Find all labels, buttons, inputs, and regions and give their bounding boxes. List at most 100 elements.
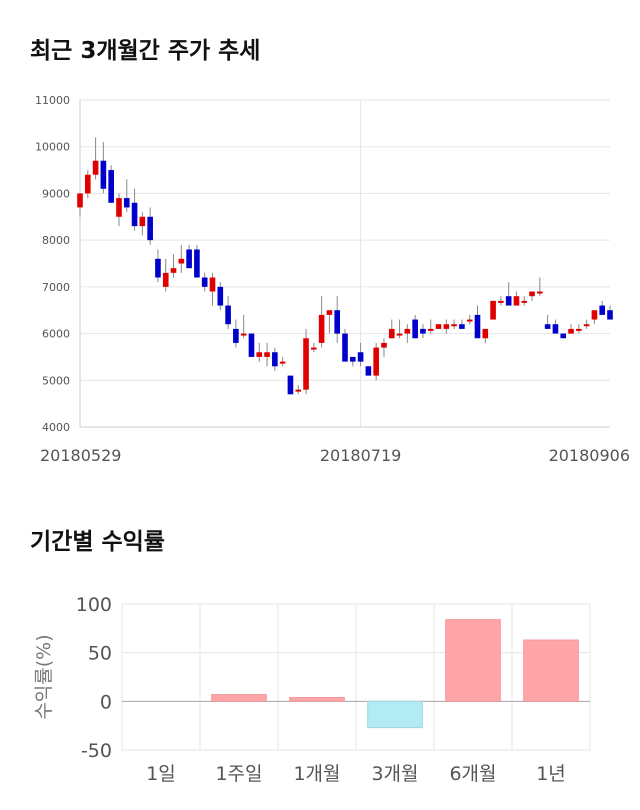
candle-body — [233, 328, 239, 343]
y-tick-label: 10000 — [35, 141, 70, 154]
candle-body — [443, 324, 450, 329]
candle-body — [552, 324, 559, 334]
x-tick-label: 1일 — [146, 763, 176, 785]
returns-bar-chart: -50 0 50 100 수익률(%) 1일 1주일 1개월 3개월 6개월 1년 — [33, 594, 591, 785]
candle-body — [116, 198, 122, 217]
candle-body — [334, 310, 341, 334]
candle-body — [108, 170, 114, 203]
candle-body — [427, 328, 434, 331]
candle-body — [217, 286, 224, 306]
candle-body — [529, 291, 535, 297]
candle-body — [505, 296, 512, 306]
candle-body — [303, 338, 309, 390]
candle-body — [544, 324, 551, 329]
candle-body — [77, 193, 83, 208]
candle-body — [498, 300, 504, 303]
candle-body — [381, 342, 387, 348]
x-tick-label: 20180529 — [40, 446, 121, 465]
candle-body — [225, 305, 231, 325]
x-tick-label: 1주일 — [215, 763, 262, 785]
candle-body — [186, 249, 192, 269]
return-bar — [367, 700, 423, 729]
candle-body — [170, 268, 177, 273]
candle-body — [396, 333, 403, 336]
x-tick-label: 1개월 — [293, 763, 340, 785]
y-axis-label: 수익률(%) — [33, 634, 55, 719]
y-tick-label: 8000 — [42, 234, 70, 247]
candlestick-chart: 4000 5000 6000 7000 8000 9000 10000 11000 201805… — [35, 94, 630, 465]
candle-body — [279, 361, 286, 364]
return-bar — [211, 694, 267, 702]
candle-body — [490, 300, 496, 320]
candle-body — [139, 216, 146, 227]
candle-body — [256, 352, 263, 357]
candle-body — [240, 333, 247, 336]
candle-body — [295, 389, 302, 392]
candle-body — [326, 310, 333, 315]
candle-body — [513, 296, 520, 306]
candle-body — [178, 258, 185, 264]
candle-body — [131, 202, 138, 227]
candle-body — [155, 258, 161, 278]
y-tick-label: 7000 — [42, 281, 70, 294]
y-tick-label: 0 — [100, 691, 112, 713]
returns-title: 기간별 수익률 — [30, 529, 165, 555]
y-tick-label: 100 — [76, 594, 112, 616]
candle-body — [482, 328, 489, 339]
candle-body — [583, 324, 590, 327]
x-tick-label: 1년 — [536, 763, 566, 785]
candle-body — [311, 347, 317, 350]
candle-body — [318, 314, 325, 343]
candle-body — [435, 324, 442, 329]
x-tick-label: 6개월 — [449, 763, 496, 785]
y-tick-label: 9000 — [42, 187, 70, 200]
candle-body — [287, 375, 294, 395]
candle-body — [388, 328, 395, 339]
candle-body — [459, 324, 465, 329]
candle-body — [599, 305, 606, 315]
candle-body — [123, 198, 130, 208]
candle-body — [194, 249, 200, 278]
candle-body — [607, 310, 613, 320]
candle-body — [209, 277, 216, 292]
candle-body — [201, 277, 208, 287]
candle-body — [264, 352, 270, 357]
return-bar — [289, 696, 345, 702]
x-tick-label: 20180906 — [549, 446, 630, 465]
candle-body — [84, 174, 91, 194]
y-tick-label: 5000 — [42, 374, 70, 387]
candle-body — [521, 300, 528, 303]
y-tick-label: 50 — [88, 643, 112, 665]
candle-body — [357, 352, 364, 362]
candle-body — [342, 333, 348, 362]
candle-body — [404, 328, 411, 334]
y-tick-label: 4000 — [42, 421, 70, 434]
candle-body — [560, 333, 567, 339]
return-bar — [523, 639, 579, 702]
x-tick-label: 20180719 — [320, 446, 401, 465]
candle-body — [466, 319, 473, 322]
candle-body — [162, 272, 169, 287]
candle-body — [591, 310, 598, 320]
candle-body — [147, 216, 153, 241]
candle-body — [373, 347, 379, 376]
candle-body — [576, 328, 582, 331]
candle-body — [451, 324, 457, 327]
candle-body — [349, 356, 356, 362]
return-bar — [445, 619, 501, 702]
x-tick-label: 3개월 — [371, 763, 418, 785]
candle-body — [568, 328, 574, 334]
candle-body — [412, 319, 418, 339]
y-tick-label: 11000 — [35, 94, 70, 107]
y-tick-label: -50 — [81, 740, 112, 762]
y-tick-label: 6000 — [42, 328, 70, 341]
candle-body — [474, 314, 481, 339]
candle-body — [537, 291, 543, 294]
candle-body — [92, 160, 99, 175]
price-trend-title: 최근 3개월간 주가 추세 — [30, 38, 261, 64]
candle-body — [272, 352, 278, 367]
candle-body — [248, 333, 255, 357]
candle-body — [420, 328, 426, 334]
candle-body — [100, 160, 107, 189]
candle-body — [365, 366, 372, 376]
